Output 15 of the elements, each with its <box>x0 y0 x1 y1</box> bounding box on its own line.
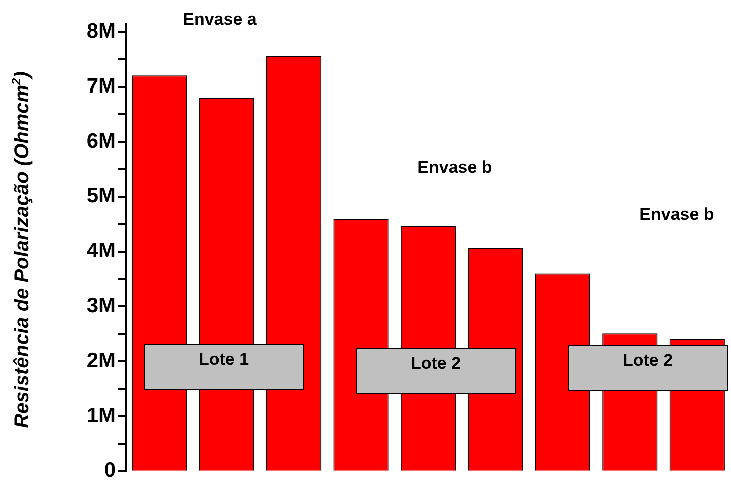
y-tick-label: 0 <box>104 459 116 482</box>
y-tick-label: 1M <box>86 404 116 428</box>
annotation: Envase a <box>183 10 257 30</box>
annotation: Envase b <box>418 158 492 178</box>
y-tick-label: 4M <box>86 240 116 263</box>
y-tick-label: 3M <box>86 294 116 318</box>
y-tick-label: 6M <box>86 130 116 153</box>
annotation: Envase b <box>640 205 714 225</box>
y-tick-label: 2M <box>86 349 116 372</box>
y-tick-label: 7M <box>86 74 116 98</box>
label-box: Lote 2 <box>356 348 516 394</box>
y-tick-label: 8M <box>86 20 116 44</box>
y-tick-label: 5M <box>86 184 116 208</box>
label-box: Lote 1 <box>144 344 304 390</box>
label-box: Lote 2 <box>568 345 728 391</box>
